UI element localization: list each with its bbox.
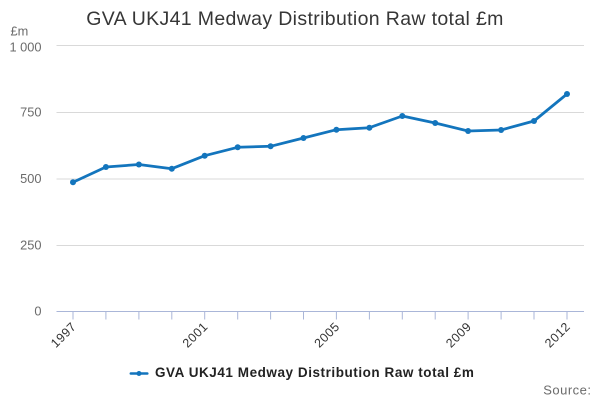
svg-text:0: 0 xyxy=(34,304,41,319)
svg-text:500: 500 xyxy=(20,171,41,186)
svg-text:750: 750 xyxy=(20,105,41,120)
svg-text:GVA UKJ41 Medway Distribution: GVA UKJ41 Medway Distribution Raw total … xyxy=(86,8,504,30)
svg-text:GVA UKJ41 Medway Distribution: GVA UKJ41 Medway Distribution Raw total … xyxy=(155,365,474,380)
svg-text:Source:: Source: xyxy=(543,383,591,398)
svg-text:250: 250 xyxy=(20,238,41,253)
svg-text:£m: £m xyxy=(11,24,29,39)
svg-text:1 000: 1 000 xyxy=(9,40,41,55)
